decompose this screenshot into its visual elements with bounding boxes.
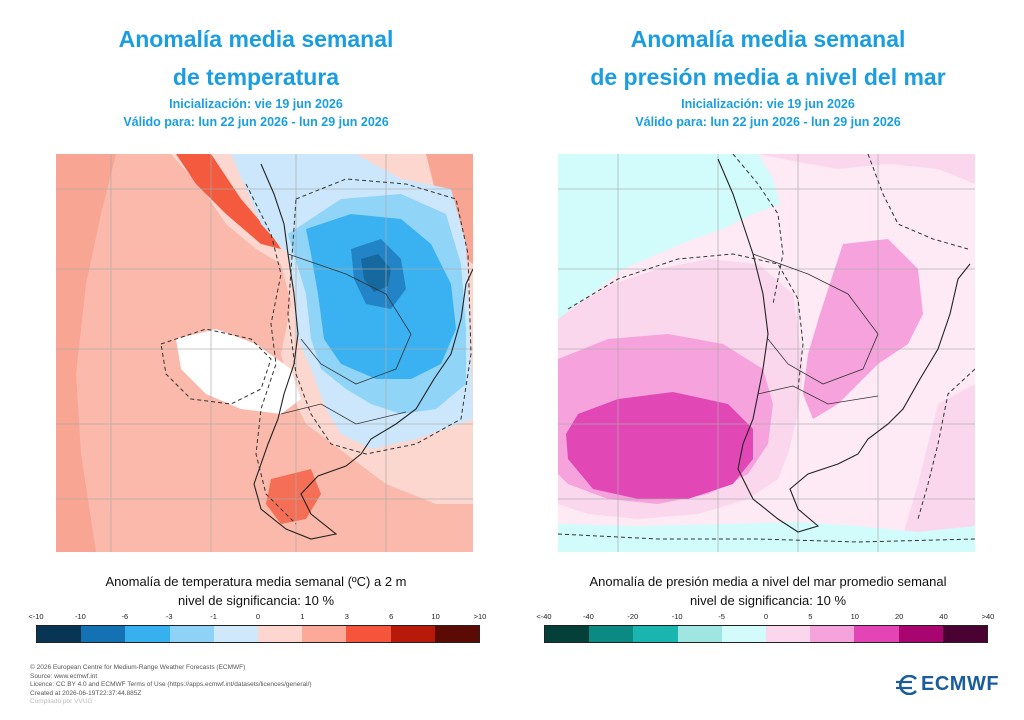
colorbar-label: >40	[981, 612, 995, 621]
colorbar-label: -1	[210, 612, 217, 621]
source-text: Source: www.ecmwf.int	[30, 672, 98, 680]
valid-period: Válido para: lun 22 jun 2026 - lun 29 ju…	[635, 115, 901, 129]
map-caption: Anomalía de presión media a nivel del ma…	[512, 572, 1024, 610]
colorbar-swatch	[854, 626, 899, 642]
licence-text: Licence: CC BY 4.0 and ECMWF Terms of Us…	[30, 681, 312, 689]
colorbar-label: 0	[763, 612, 769, 621]
title-line-1: Anomalía media semanal	[118, 26, 394, 52]
panel-title: Anomalía media semanal de presión media …	[512, 20, 1024, 96]
colorbar-label: -6	[121, 612, 129, 621]
colorbar-swatch	[258, 626, 303, 642]
colorbar-label: 10	[850, 612, 859, 621]
pressure-panel: Anomalía media semanal de presión media …	[512, 0, 1024, 660]
caption-significance: nivel de significancia: 10 %	[689, 593, 847, 608]
colorbar-swatch	[390, 626, 435, 642]
pressure-colorbar: <-40 -40 -20 -10 -5 0 5 10 20 40 >40	[536, 612, 994, 648]
colorbar-swatch	[37, 626, 82, 642]
title-line-2: de temperatura	[172, 64, 340, 90]
panel-title: Anomalía media semanal de temperatura	[0, 20, 512, 96]
ecmwf-logo-icon	[896, 674, 917, 695]
colorbar-label: 1	[300, 612, 305, 621]
colorbar-label: -20	[627, 612, 639, 621]
created-timestamp: Created at 2026-06-19T22:37:44.885Z	[30, 689, 142, 697]
colorbar-swatch	[589, 626, 634, 642]
colorbar-label: <-40	[536, 612, 552, 621]
colorbar-label: <-10	[28, 612, 44, 621]
colorbar-label: 40	[939, 612, 948, 621]
compiled-by-text: Compilado por VVUG	[30, 698, 93, 706]
logo-text: ECMWF	[921, 673, 1000, 695]
colorbar-swatch	[346, 626, 391, 642]
temperature-anomaly-map	[56, 154, 473, 552]
colorbar-tick-labels: <-40 -40 -20 -10 -5 0 5 10 20 40 >40	[536, 612, 994, 624]
colorbar-swatch	[169, 626, 214, 642]
colorbar-swatch	[81, 626, 126, 642]
caption-significance: nivel de significancia: 10 %	[177, 593, 335, 608]
temperature-panel: Anomalía media semanal de temperatura In…	[0, 0, 512, 660]
colorbar-swatch	[125, 626, 170, 642]
colorbar-label: -5	[718, 612, 725, 621]
title-line-1: Anomalía media semanal	[630, 26, 906, 52]
ecmwf-logo: ECMWF	[892, 673, 999, 696]
colorbar-label: -10	[74, 612, 86, 621]
colorbar-swatch	[898, 626, 943, 642]
initialization-date: Inicialización: vie 19 jun 2026	[169, 97, 343, 111]
initialization-date: Inicialización: vie 19 jun 2026	[681, 97, 855, 111]
forecast-dates: Inicialización: vie 19 jun 2026 Válido p…	[512, 95, 1024, 131]
colorbar-swatch	[302, 626, 347, 642]
caption-variable: Anomalía de presión media a nivel del ma…	[589, 574, 947, 589]
caption-variable: Anomalía de temperatura media semanal (º…	[105, 574, 407, 589]
colorbar-swatch	[677, 626, 722, 642]
colorbar-label: 5	[808, 612, 813, 621]
footer-credits: © 2026 European Centre for Medium-Range …	[30, 664, 312, 707]
colorbar-label: >10	[473, 612, 487, 621]
colorbar-label: -10	[671, 612, 683, 621]
colorbar-label: 6	[389, 612, 394, 621]
colorbar-label: -3	[165, 612, 173, 621]
colorbar-label: 20	[895, 612, 904, 621]
colorbar-label: 3	[344, 612, 349, 621]
colorbar-swatch	[942, 626, 988, 642]
valid-period: Válido para: lun 22 jun 2026 - lun 29 ju…	[123, 115, 389, 129]
colorbar-swatches	[544, 625, 988, 643]
colorbar-label: -40	[582, 612, 594, 621]
colorbar-swatch	[766, 626, 811, 642]
colorbar-swatch	[810, 626, 855, 642]
pressure-anomaly-map	[558, 154, 975, 552]
map-caption: Anomalía de temperatura media semanal (º…	[0, 572, 512, 610]
colorbar-swatch	[633, 626, 678, 642]
colorbar-swatches	[36, 625, 480, 643]
colorbar-tick-labels: <-10 -10 -6 -3 -1 0 1 3 6 10 >10	[28, 612, 486, 624]
colorbar-label: 0	[255, 612, 261, 621]
colorbar-label: 10	[431, 612, 440, 621]
title-line-2: de presión media a nivel del mar	[590, 64, 946, 90]
colorbar-swatch	[545, 626, 590, 642]
forecast-dates: Inicialización: vie 19 jun 2026 Válido p…	[0, 95, 512, 131]
copyright-text: © 2026 European Centre for Medium-Range …	[30, 664, 246, 671]
colorbar-swatch	[434, 626, 480, 642]
colorbar-swatch	[721, 626, 767, 642]
colorbar-swatch	[213, 626, 259, 642]
temperature-colorbar: <-10 -10 -6 -3 -1 0 1 3 6 10 >10	[28, 612, 486, 648]
